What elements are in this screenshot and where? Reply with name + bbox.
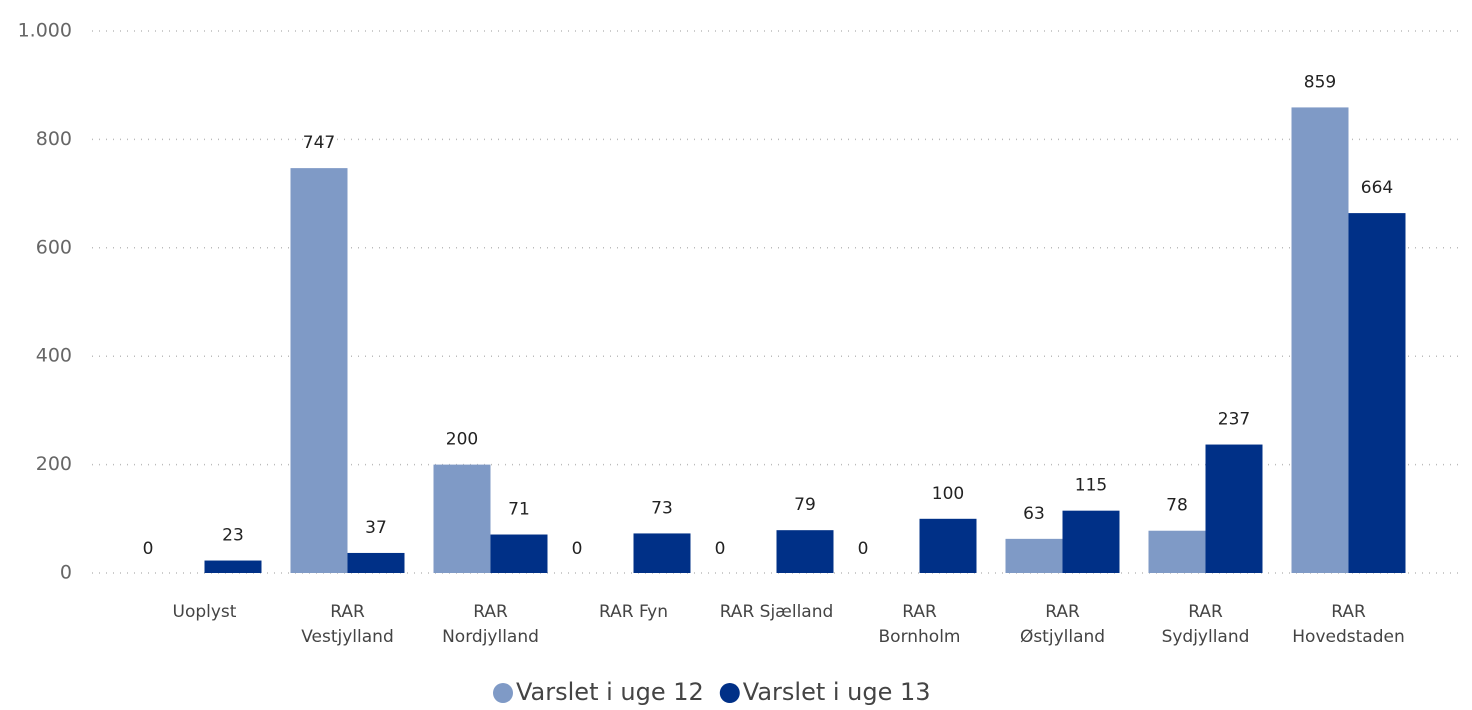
legend-label: Varslet i uge 13 xyxy=(743,678,931,706)
x-tick-line: Østjylland xyxy=(1020,627,1105,647)
data-label: 79 xyxy=(794,495,816,515)
y-tick-label: 800 xyxy=(36,128,72,150)
data-label: 664 xyxy=(1361,178,1393,198)
data-label: 0 xyxy=(715,539,726,559)
data-label: 200 xyxy=(446,430,478,450)
x-tick-line: RAR xyxy=(330,602,365,622)
legend-marker xyxy=(493,683,513,703)
y-tick-label: 200 xyxy=(36,453,72,475)
data-label: 115 xyxy=(1075,476,1107,496)
data-label: 71 xyxy=(508,500,530,520)
bar xyxy=(1291,107,1349,573)
x-tick-line: RAR xyxy=(1188,602,1223,622)
bar xyxy=(776,530,834,573)
bar xyxy=(1148,530,1206,573)
data-label: 63 xyxy=(1023,504,1045,524)
data-label: 37 xyxy=(365,518,387,538)
x-tick-line: RAR xyxy=(1331,602,1366,622)
x-tick-label: RAR Vestjylland xyxy=(301,602,394,647)
data-label: 23 xyxy=(222,526,244,546)
x-tick-line: RAR xyxy=(902,602,937,622)
x-tick-label: RAR Sydjylland xyxy=(1162,602,1250,647)
data-label: 78 xyxy=(1166,496,1188,516)
data-label: 237 xyxy=(1218,410,1250,430)
legend-marker xyxy=(719,683,740,703)
y-tick-label: 1.000 xyxy=(18,20,72,42)
bar xyxy=(1005,538,1063,573)
y-tick-label: 600 xyxy=(36,236,72,258)
y-tick-label: 400 xyxy=(36,345,72,367)
legend-label: Varslet i uge 12 xyxy=(516,678,704,706)
bar xyxy=(919,518,977,573)
x-tick-line: Nordjylland xyxy=(442,627,539,647)
data-label: 0 xyxy=(572,539,583,559)
x-tick-line: RAR Sjælland xyxy=(720,602,834,622)
x-tick-line: RAR xyxy=(1045,602,1080,622)
bar xyxy=(490,534,548,573)
data-label: 0 xyxy=(143,539,154,559)
bar xyxy=(433,464,491,573)
data-label: 100 xyxy=(932,484,964,504)
bar xyxy=(204,560,262,573)
x-tick-line: Bornholm xyxy=(879,627,961,647)
x-tick-line: Hovedstaden xyxy=(1292,627,1404,647)
bar xyxy=(633,533,691,573)
x-tick-label: RAR Nordjylland xyxy=(442,602,539,647)
x-tick-line: Uoplyst xyxy=(173,602,237,622)
x-tick-line: Vestjylland xyxy=(301,627,394,647)
bar xyxy=(347,552,405,573)
x-tick-line: Sydjylland xyxy=(1162,627,1250,647)
bar xyxy=(1205,444,1263,573)
x-tick-label: RAR Hovedstaden xyxy=(1292,602,1404,647)
x-tick-line: RAR Fyn xyxy=(599,602,668,622)
x-tick-label: RAR Bornholm xyxy=(879,602,961,647)
data-label: 859 xyxy=(1304,72,1336,92)
x-tick-label: Uoplyst xyxy=(173,602,237,622)
bar xyxy=(1348,213,1406,573)
x-tick-line: RAR xyxy=(473,602,508,622)
data-label: 747 xyxy=(303,133,335,153)
x-tick-label: RAR Østjylland xyxy=(1020,602,1105,647)
x-tick-label: RAR Sjælland xyxy=(720,602,834,622)
x-tick-label: RAR Fyn xyxy=(599,602,668,622)
data-label: 0 xyxy=(858,539,869,559)
data-label: 73 xyxy=(651,498,673,518)
bar xyxy=(290,168,348,573)
y-tick-label: 0 xyxy=(60,562,72,584)
bar xyxy=(1062,510,1120,573)
